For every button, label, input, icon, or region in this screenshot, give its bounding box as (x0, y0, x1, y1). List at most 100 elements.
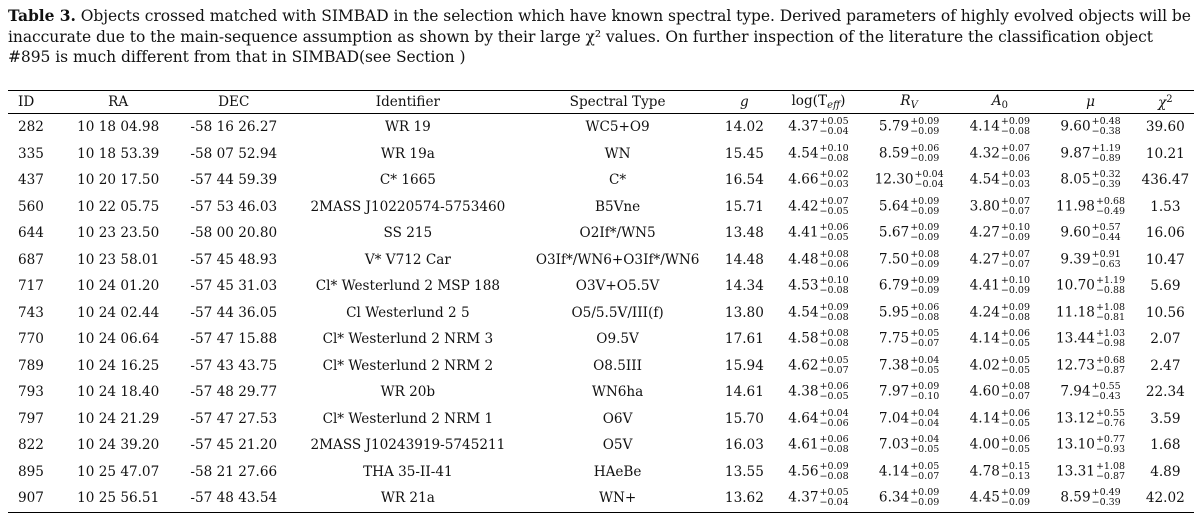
cell-a0-errors: +0.06 −0.05 (1001, 435, 1030, 455)
cell-log-teff-upper-error: +0.06 (819, 381, 849, 393)
cell-dec: -57 48 43.54 (190, 490, 278, 507)
cell-mu-value: 9.87 (1060, 145, 1091, 162)
cell-mu-lower-error: −0.76 (1095, 417, 1126, 429)
cell-rv-lower-error: −0.09 (910, 205, 940, 217)
cell-mu-errors: +0.57 −0.44 (1092, 223, 1121, 243)
cell-log-teff-errors: +0.08 −0.08 (820, 329, 849, 349)
cell-id: 789 (18, 357, 44, 374)
cell-rv: 5.79 +0.09 −0.09 (863, 114, 955, 141)
cell-log-teff-upper-error: +0.06 (819, 222, 849, 234)
cell-mu: 7.94 +0.55 −0.43 (1044, 379, 1136, 406)
cell-log-teff-value: 4.54 (788, 304, 819, 321)
cell-log-teff-lower-error: −0.07 (819, 364, 849, 376)
cell-mu-upper-error: +0.77 (1095, 434, 1126, 446)
cell-log-teff: 4.41 +0.06 −0.05 (774, 220, 863, 247)
cell-identifier: Cl* Westerlund 2 NRM 1 (322, 410, 494, 427)
cell-dec: -58 07 52.94 (190, 145, 278, 162)
cell-a0: 4.54 +0.03 −0.03 (955, 167, 1044, 194)
cell-rv-lower-error: −0.09 (910, 152, 940, 164)
cell-a0-value: 4.32 (969, 145, 1000, 162)
cell-log-teff-lower-error: −0.05 (819, 391, 849, 403)
cell-mu-lower-error: −0.49 (1095, 205, 1126, 217)
cell-g: 14.34 (724, 278, 764, 295)
cell-chi2: 10.21 (1145, 145, 1185, 162)
table-row: 282 10 18 04.98 -58 16 26.27 WR 19 WC5+O9 14.… (8, 114, 1194, 141)
cell-spectral-type: O8.5III (593, 357, 643, 374)
cell-rv-lower-error: −0.08 (910, 311, 940, 323)
caption-label: Table 3. (8, 6, 76, 25)
cell-rv: 5.67 +0.09 −0.09 (863, 220, 955, 247)
data-table: ID RA DEC Identifier Spectral Type g log… (8, 90, 1194, 513)
cell-ra: 10 22 05.75 (77, 198, 160, 215)
cell-mu-lower-error: −0.44 (1091, 232, 1121, 244)
cell-mu-errors: +0.32 −0.39 (1092, 170, 1121, 190)
header-chi2-label-sup: 2 (1166, 93, 1173, 105)
cell-ra: 10 24 39.20 (77, 437, 160, 454)
cell-identifier: Cl* Westerlund 2 MSP 188 (315, 278, 500, 295)
cell-mu: 13.31 +1.08 −0.87 (1044, 459, 1136, 486)
header-log-teff-label: log(T (791, 93, 828, 109)
cell-spectral-type: WN+ (598, 490, 637, 507)
cell-rv-lower-error: −0.09 (910, 497, 940, 509)
cell-g: 14.48 (724, 251, 764, 268)
cell-log-teff-value: 4.41 (788, 224, 819, 241)
cell-a0-lower-error: −0.13 (1000, 470, 1031, 482)
cell-mu-upper-error: +0.68 (1095, 195, 1126, 207)
cell-rv: 7.03 +0.04 −0.05 (863, 432, 955, 459)
cell-identifier: WR 19a (380, 145, 435, 162)
header-id: ID (8, 90, 65, 114)
cell-mu-errors: +0.91 −0.63 (1092, 249, 1121, 270)
cell-spectral-type: HAeBe (593, 463, 642, 480)
cell-log-teff-errors: +0.09 −0.08 (820, 461, 849, 482)
cell-rv-errors: +0.09 −0.09 (910, 117, 939, 137)
cell-rv-upper-error: +0.09 (910, 487, 940, 499)
cell-a0-upper-error: +0.06 (1000, 434, 1031, 446)
cell-spectral-type: B5Vne (594, 198, 641, 215)
cell-log-teff-lower-error: −0.08 (819, 285, 849, 297)
cell-log-teff-value: 4.66 (788, 171, 819, 188)
cell-rv-lower-error: −0.07 (910, 470, 940, 482)
cell-ra: 10 23 23.50 (77, 225, 160, 242)
cell-rv-value: 5.79 (878, 118, 910, 135)
cell-rv: 6.79 +0.09 −0.09 (863, 273, 955, 300)
cell-rv-errors: +0.04 −0.04 (915, 170, 944, 190)
cell-ra: 10 24 01.20 (77, 278, 160, 295)
cell-a0-errors: +0.15 −0.13 (1000, 461, 1031, 482)
header-mu-label: μ (1086, 94, 1095, 110)
cell-id: 282 (18, 119, 44, 136)
cell-log-teff-value: 4.38 (788, 383, 819, 400)
cell-a0-errors: +0.10 −0.09 (1001, 223, 1030, 243)
header-identifier: Identifier (295, 90, 521, 114)
cell-log-teff-errors: +0.10 −0.08 (820, 143, 849, 164)
cell-rv-value: 12.30 (874, 171, 914, 188)
cell-mu-value: 8.05 (1060, 171, 1091, 188)
cell-g: 15.94 (724, 357, 764, 374)
cell-a0-errors: +0.07 −0.07 (1001, 249, 1030, 270)
cell-log-teff-upper-error: +0.02 (819, 169, 849, 181)
cell-log-teff: 4.56 +0.09 −0.08 (774, 459, 863, 486)
cell-mu: 12.73 +0.68 −0.87 (1044, 353, 1136, 380)
cell-mu-value: 13.10 (1056, 436, 1095, 453)
cell-spectral-type: O9.5V (596, 331, 639, 348)
cell-rv-errors: +0.09 −0.09 (910, 223, 939, 243)
table-row: 560 10 22 05.75 -57 53 46.03 2MASS J1022057… (8, 194, 1194, 221)
cell-spectral-type: WN (604, 145, 631, 162)
cell-mu-value: 9.60 (1060, 224, 1091, 241)
cell-id: 793 (18, 384, 44, 401)
cell-rv-value: 7.75 (878, 330, 910, 347)
cell-rv-errors: +0.09 −0.10 (910, 382, 939, 402)
header-g: g (714, 90, 774, 114)
cell-mu-lower-error: −0.43 (1091, 391, 1121, 403)
cell-id: 895 (18, 463, 44, 480)
table-row: 797 10 24 21.29 -57 47 27.53 Cl* Westerlund… (8, 406, 1194, 433)
cell-log-teff-errors: +0.07 −0.05 (820, 196, 849, 217)
cell-mu-value: 9.60 (1060, 118, 1091, 135)
cell-identifier: Cl* Westerlund 2 NRM 3 (322, 331, 494, 348)
cell-a0-value: 4.14 (969, 118, 1000, 135)
cell-log-teff: 4.42 +0.07 −0.05 (774, 194, 863, 221)
cell-ra: 10 24 21.29 (77, 410, 160, 427)
cell-log-teff-errors: +0.10 −0.08 (820, 276, 849, 296)
cell-a0-upper-error: +0.10 (1000, 275, 1031, 287)
cell-a0-value: 4.00 (969, 436, 1000, 453)
cell-mu-value: 8.59 (1060, 489, 1091, 506)
